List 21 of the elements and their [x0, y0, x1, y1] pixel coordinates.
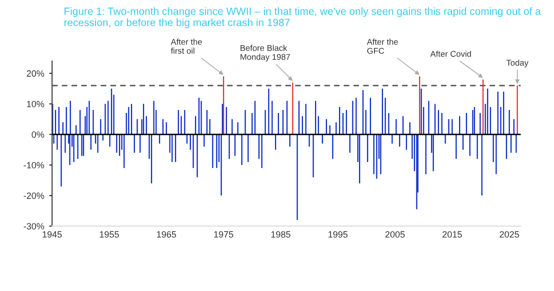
chart-title: Figure 1: Two-month change since WWII – in that time, we've only seen gains this rapid coming out of a recession, or before the big market crash in 1987 — [64, 7, 541, 28]
x-tick-label: 1945 — [42, 231, 62, 238]
y-tick-label: 10% — [27, 100, 44, 108]
annotation: After the GFC — [366, 38, 398, 54]
x-tick-label: 1955 — [100, 231, 119, 238]
y-tick-label: -30% — [24, 223, 44, 230]
y-tick-label: 20% — [26, 70, 44, 77]
x-tick-label: 1965 — [157, 231, 176, 238]
y-tick-label: 0% — [32, 131, 44, 138]
y-tick-label: -20% — [24, 192, 44, 199]
x-tick-label: 2025 — [500, 231, 519, 238]
x-tick-label: 2015 — [442, 231, 462, 238]
annotation: Before Black Monday 1987 — [240, 44, 290, 62]
y-tick-label: -10% — [24, 162, 44, 168]
x-tick-label: 1995 — [328, 231, 348, 238]
x-tick-label: 1985 — [271, 231, 290, 238]
x-tick-label: 1975 — [214, 231, 234, 238]
annotation: After the first oil — [170, 38, 202, 54]
annotation: Today — [506, 60, 528, 68]
annotation: After Covid — [430, 50, 471, 57]
x-tick-label: 2005 — [385, 231, 405, 238]
